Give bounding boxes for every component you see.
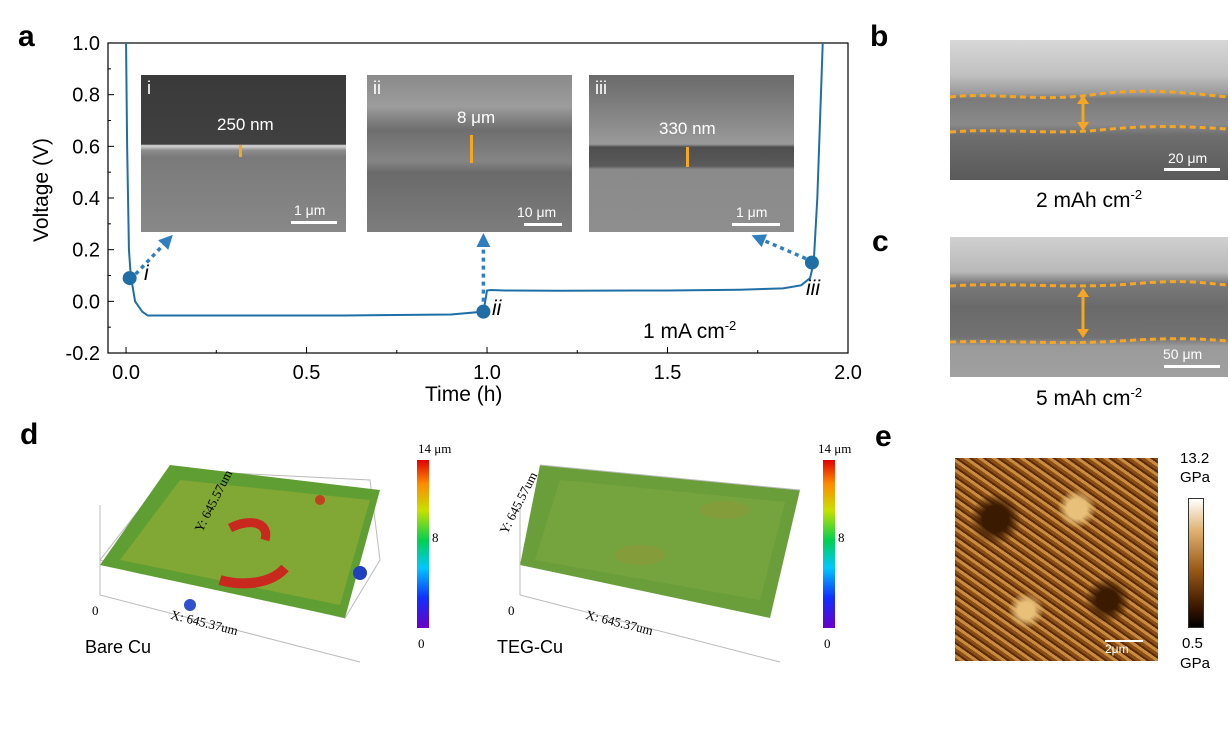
thickness-arrow-icon xyxy=(470,135,473,163)
scale-bar xyxy=(1105,640,1143,642)
inset-pointer-arrow xyxy=(751,234,807,261)
capacity-caption-c: 5 mAh cm-2 xyxy=(1036,385,1143,410)
colorbar-min-label: 0 xyxy=(418,636,425,651)
scale-bar xyxy=(524,223,562,226)
marker-label-iii: iii xyxy=(806,277,820,300)
thickness-arrow-icon xyxy=(686,147,689,167)
inset-pointer-arrow xyxy=(134,234,173,276)
capacity-caption-b: 2 mAh cm-2 xyxy=(1036,187,1143,212)
scale-bar xyxy=(291,221,337,224)
height-colorbar xyxy=(823,460,835,628)
x-tick-label: 0.5 xyxy=(293,362,321,384)
panel-label-c: c xyxy=(872,225,889,258)
scale-bar-label: 1 μm xyxy=(294,202,326,218)
colorbar-max-label: 14 μm xyxy=(818,441,852,456)
x-axis-title: Time (h) xyxy=(425,383,503,406)
colorbar-mid-label: 8 xyxy=(838,530,845,545)
teg-cu-surface xyxy=(519,464,801,663)
scale-bar xyxy=(1164,168,1220,171)
sem-inset-i: i 250 nm 1 μm xyxy=(141,75,346,232)
scale-bar xyxy=(732,223,780,226)
marker-label-ii: ii xyxy=(492,297,502,320)
panel-label-a: a xyxy=(18,20,35,53)
sample-label-teg-cu: TEG-Cu xyxy=(497,637,564,657)
deposit-boundary-lines xyxy=(950,280,1228,345)
scale-bar xyxy=(1164,365,1220,368)
deposit-boundary-lines xyxy=(950,89,1228,134)
modulus-map-image: 2μm xyxy=(955,458,1158,661)
modulus-colorbar xyxy=(1188,498,1204,628)
sem-inset-tag: ii xyxy=(373,78,381,98)
thickness-label: 8 μm xyxy=(457,108,496,127)
marker-label-i: i xyxy=(144,262,149,285)
y-tick-label: 1.0 xyxy=(72,33,100,55)
y-tick-label: 0.4 xyxy=(72,188,100,210)
marker-point-i xyxy=(122,271,137,286)
colorbar-min-label: 0 xyxy=(824,636,831,651)
x-tick-label: 1.0 xyxy=(473,362,501,384)
marker-point-ii xyxy=(476,304,491,319)
x-tick-label: 0.0 xyxy=(112,362,140,384)
height-colorbar xyxy=(417,460,429,628)
y-axis-title: Voltage (V) xyxy=(29,138,53,242)
colorbar-mid-label: 8 xyxy=(432,530,439,545)
bare-cu-surface xyxy=(99,465,381,663)
surface-profiles xyxy=(99,460,835,663)
colorbar-max-label: 14 μm xyxy=(418,441,452,456)
colorbar-max-unit: GPa xyxy=(1180,469,1211,486)
thickness-label: 330 nm xyxy=(659,119,716,138)
thickness-arrow-icon xyxy=(239,145,242,157)
sem-image-b: 20 μm xyxy=(950,40,1228,180)
y-tick-label: 0.8 xyxy=(72,85,100,107)
voltage-time-chart: 0.0 0.5 1.0 1.5 2.0 -0.2 0.0 0.2 0.4 0.6 0.8 1.0 xyxy=(66,33,862,384)
x-tick-label: 1.5 xyxy=(654,362,682,384)
sem-inset-tag: i xyxy=(147,78,151,98)
sem-inset-tag: iii xyxy=(595,78,607,98)
sem-image-c: 50 μm xyxy=(950,237,1228,377)
scale-bar-label: 20 μm xyxy=(1168,150,1208,166)
colorbar-min-unit: GPa xyxy=(1180,655,1211,672)
current-density-annotation: 1 mA cm-2 xyxy=(643,318,737,343)
sem-inset-iii: iii 330 nm 1 μm xyxy=(589,75,794,232)
panel-label-b: b xyxy=(870,20,889,53)
y-tick-label: 0.2 xyxy=(72,240,100,262)
scale-bar-label: 50 μm xyxy=(1163,346,1203,362)
marker-point-iii xyxy=(804,255,819,270)
scale-bar-label: 2μm xyxy=(1105,642,1129,656)
voltage-curve xyxy=(125,42,824,317)
y-tick-label: -0.2 xyxy=(66,343,100,365)
colorbar-max-label: 13.2 xyxy=(1180,450,1210,467)
thickness-label: 250 nm xyxy=(217,115,274,134)
colorbar-min-label: 0.5 xyxy=(1182,635,1203,652)
scale-bar-label: 10 μm xyxy=(517,204,557,220)
y-tick-label: 0.0 xyxy=(72,291,100,313)
x-tick-label: 2.0 xyxy=(834,362,862,384)
panel-label-e: e xyxy=(875,420,892,453)
panel-label-d: d xyxy=(20,418,39,451)
origin-label: 0 xyxy=(508,603,515,618)
sample-label-bare-cu: Bare Cu xyxy=(85,637,152,657)
y-tick-label: 0.6 xyxy=(72,136,100,158)
scale-bar-label: 1 μm xyxy=(736,204,768,220)
origin-label: 0 xyxy=(92,603,99,618)
sem-inset-ii: ii 8 μm 10 μm xyxy=(367,75,572,232)
